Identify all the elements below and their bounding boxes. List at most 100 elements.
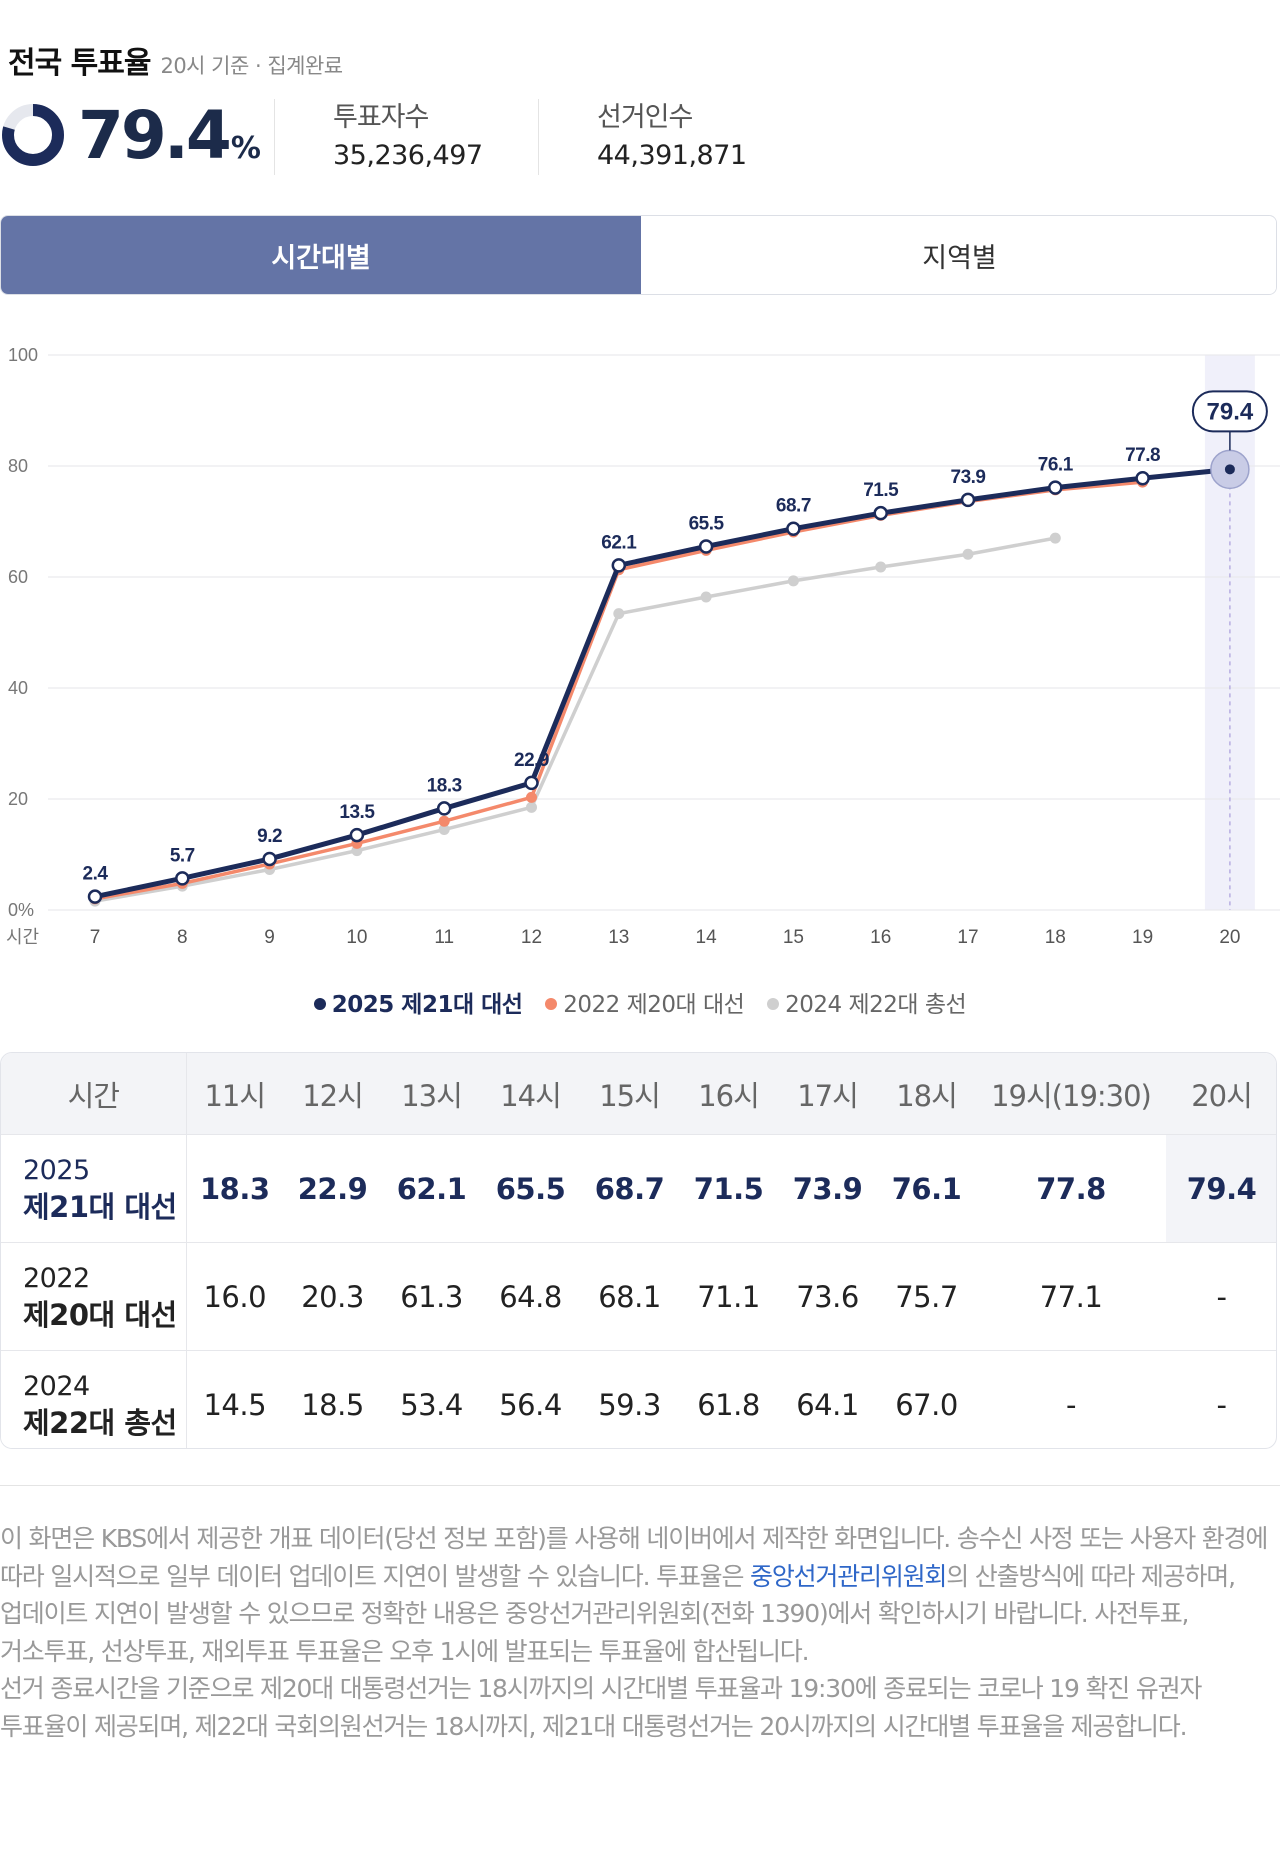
x-tick-label: 13 [608, 927, 629, 948]
column-header: 14시 [481, 1053, 580, 1135]
table-cell: 18.5 [283, 1350, 382, 1448]
table-cell: 59.3 [580, 1350, 679, 1448]
legend-label: 2024 제22대 총선 [785, 992, 967, 1018]
data-point [526, 801, 537, 813]
row-header: 2022 제20대 대선 [1, 1242, 187, 1351]
notice-text-part: 의 산출방식에 따라 제공하며, 업데이트 지연이 발생할 수 있으므로 정확한… [0, 1561, 1236, 1666]
data-point [438, 824, 450, 836]
x-tick-label: 12 [521, 927, 542, 948]
legend-item-2025[interactable]: 2025 제21대 대선 [313, 985, 523, 1019]
voters-label: 투표자수 [333, 102, 429, 133]
y-tick-label: 0% [8, 900, 34, 920]
table-cell: 22.9 [283, 1134, 382, 1243]
data-point [526, 791, 537, 803]
x-tick-label: 20 [1219, 927, 1240, 948]
table-cell: 64.1 [778, 1350, 877, 1448]
y-tick-label: 60 [8, 567, 28, 587]
table-cell: 75.7 [877, 1242, 976, 1351]
page-header: 전국 투표율 20시 기준 · 집계완료 [8, 38, 343, 82]
row-header: 2024 제22대 총선 [1, 1350, 187, 1448]
column-header: 16시 [679, 1053, 778, 1135]
row-year: 2022 [23, 1262, 90, 1294]
table-cell: 61.8 [679, 1350, 778, 1448]
data-label: 2.4 [83, 864, 109, 885]
turnout-table: 시간 11시 12시 13시 14시 15시 16시 17시 18시 19시(1… [0, 1052, 1277, 1449]
table-cell: 61.3 [382, 1242, 481, 1351]
column-header: 15시 [580, 1053, 679, 1135]
table-corner: 시간 [1, 1053, 187, 1135]
table-cell: - [976, 1350, 1166, 1448]
data-point [698, 539, 714, 554]
data-point [175, 871, 190, 886]
column-header: 17시 [778, 1053, 877, 1135]
series-line [94, 466, 1231, 900]
data-label: 73.9 [951, 467, 986, 488]
table-cell: 79.4 [1166, 1134, 1276, 1243]
tab-by-time[interactable]: 시간대별 [1, 216, 641, 294]
nec-link[interactable]: 중앙선거관리위원회 [750, 1561, 947, 1591]
x-tick-label: 8 [177, 927, 188, 948]
data-point [1135, 470, 1150, 486]
row-year: 2025 [23, 1154, 90, 1186]
data-point [436, 801, 452, 816]
legend-dot-icon [545, 997, 558, 1010]
x-tick-label: 10 [346, 927, 367, 948]
callout-bubble [1191, 390, 1268, 433]
data-point [787, 575, 799, 587]
data-label: 22.9 [514, 750, 549, 771]
legend-item-2022[interactable]: 2022 제20대 대선 [545, 985, 745, 1019]
table-cell: 77.1 [976, 1242, 1166, 1351]
data-point [1048, 480, 1063, 495]
turnout-line-chart: 0% 20 40 60 80 100 시간 7 8 9 10 11 12 13 14 15 16 17 18 19 20… [6, 345, 1280, 948]
data-label: 71.5 [863, 480, 899, 501]
row-election-name: 제21대 대선 [23, 1189, 177, 1224]
table-cell: 56.4 [481, 1350, 580, 1448]
electorate-label: 선거인수 [597, 102, 693, 133]
table-cell: 71.1 [679, 1242, 778, 1351]
table-cell: 20.3 [283, 1242, 382, 1351]
x-tick-label: 17 [957, 927, 978, 948]
table-cell: 68.1 [580, 1242, 679, 1351]
turnout-rate: 79.4% [78, 95, 261, 190]
table-cell: 18.3 [186, 1134, 283, 1243]
row-header: 2025 제21대 대선 [1, 1134, 187, 1243]
x-tick-label: 19 [1132, 927, 1153, 948]
data-point [700, 591, 712, 603]
notice-text: 이 화면은 KBS에서 제공한 개표 데이터(당선 정보 포함)를 사용해 네이… [0, 1520, 1275, 1745]
table-header-row: 시간 11시 12시 13시 14시 15시 16시 17시 18시 19시(1… [1, 1053, 1276, 1135]
data-label: 18.3 [427, 775, 462, 796]
table-cell: 53.4 [382, 1350, 481, 1448]
voters-value: 35,236,497 [333, 140, 483, 171]
data-label: 77.8 [1125, 445, 1160, 466]
data-label: 65.5 [689, 513, 725, 534]
turnout-rate-value: 79.4 [78, 97, 232, 174]
legend-label: 2025 제21대 대선 [331, 992, 523, 1018]
data-point [349, 827, 365, 843]
table-cell: 71.5 [679, 1134, 778, 1243]
data-label: 76.1 [1038, 455, 1074, 476]
data-point [613, 608, 625, 620]
table-cell: - [1166, 1242, 1276, 1351]
table-cell: 73.9 [778, 1134, 877, 1243]
divider [0, 1485, 1280, 1486]
view-tabs: 시간대별 지역별 [0, 215, 1277, 295]
electorate-value: 44,391,871 [597, 140, 747, 171]
table-row: 2025 제21대 대선 18.3 22.9 62.1 65.5 68.7 71.… [1, 1134, 1276, 1243]
data-point [87, 889, 103, 904]
data-point [873, 505, 888, 521]
table-cell: 76.1 [877, 1134, 976, 1243]
data-point [960, 492, 976, 508]
table-cell: 64.8 [481, 1242, 580, 1351]
data-label: 9.2 [257, 826, 282, 847]
column-header: 12시 [283, 1053, 382, 1135]
table-cell: 65.5 [481, 1134, 580, 1243]
legend-dot-icon [767, 997, 780, 1010]
tab-by-region[interactable]: 지역별 [641, 216, 1276, 294]
column-header: 20시 [1166, 1053, 1276, 1135]
column-header: 13시 [382, 1053, 481, 1135]
column-header: 19시(19:30) [976, 1053, 1166, 1135]
page-subtitle: 20시 기준 · 집계완료 [160, 54, 343, 78]
data-point [524, 775, 539, 791]
legend-item-2024[interactable]: 2024 제22대 총선 [767, 985, 967, 1019]
y-tick-label: 80 [8, 456, 28, 476]
